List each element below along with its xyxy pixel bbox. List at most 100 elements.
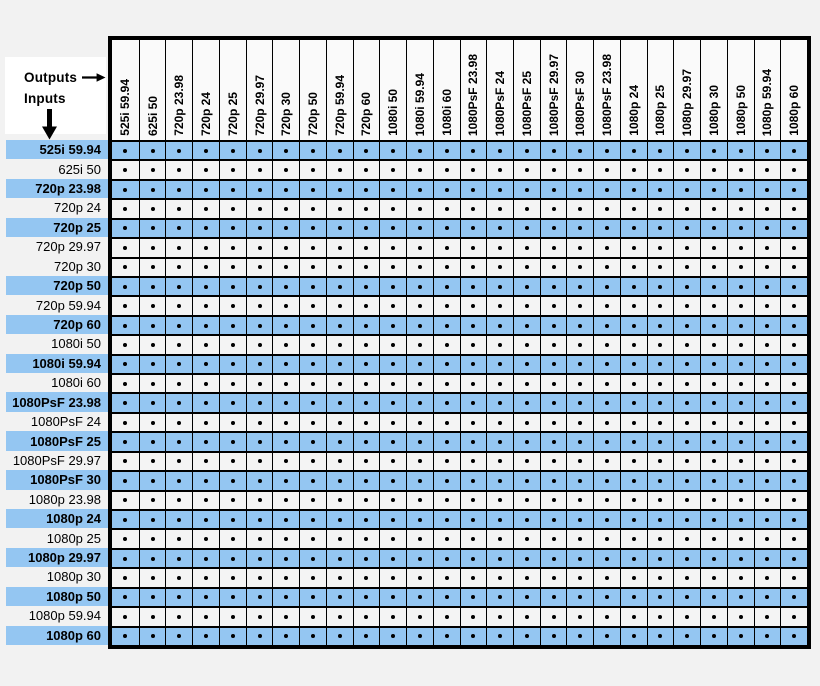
- matrix-cell: [432, 431, 460, 451]
- matrix-cell: [165, 586, 193, 607]
- dot-marker: [364, 440, 369, 445]
- matrix-cell: [593, 606, 620, 626]
- matrix-cell: [700, 295, 727, 315]
- dot-marker: [524, 401, 529, 406]
- dot-marker: [364, 537, 369, 542]
- matrix-cell: [165, 256, 193, 276]
- dot-marker: [605, 614, 609, 619]
- matrix-cell: [138, 625, 166, 645]
- dot-marker: [498, 595, 503, 600]
- dot-marker: [444, 148, 449, 153]
- dot-marker: [605, 595, 609, 600]
- dot-marker: [471, 168, 476, 173]
- dot-marker: [257, 284, 262, 289]
- matrix-cell: [753, 256, 781, 276]
- dot-marker: [685, 459, 690, 464]
- matrix-cell: [619, 275, 647, 296]
- matrix-cell: [406, 217, 433, 238]
- matrix-cell: [192, 489, 219, 510]
- matrix-cell: [539, 275, 567, 296]
- matrix-cell: [299, 489, 326, 510]
- dot-marker: [444, 517, 449, 522]
- matrix-cell: [486, 547, 513, 568]
- matrix-cell: [619, 353, 647, 374]
- matrix-cell: [165, 509, 193, 529]
- matrix-cell: [673, 334, 701, 354]
- matrix-cell: [325, 489, 353, 510]
- dot-marker: [551, 187, 556, 192]
- matrix-cell: [112, 489, 139, 510]
- dot-marker: [310, 614, 315, 619]
- matrix-cell: [619, 392, 647, 412]
- dot-marker: [177, 478, 182, 483]
- matrix-cell: [619, 489, 647, 510]
- dot-marker: [711, 478, 716, 483]
- matrix-cell: [432, 547, 460, 568]
- dot-marker: [551, 595, 556, 600]
- dot-marker: [444, 245, 449, 250]
- matrix-cell: [566, 237, 594, 257]
- dot-marker: [204, 187, 209, 192]
- dot-marker: [792, 168, 797, 173]
- dot-marker: [310, 148, 315, 153]
- dot-marker: [765, 498, 770, 503]
- matrix-cell: [272, 140, 300, 160]
- matrix-cell: [619, 586, 647, 607]
- matrix-cell: [459, 392, 487, 412]
- matrix-cell: [459, 334, 487, 354]
- matrix-cell: [325, 411, 353, 432]
- dot-marker: [284, 304, 289, 309]
- dot-marker: [257, 245, 262, 250]
- matrix-cell: [646, 159, 674, 179]
- dot-marker: [257, 381, 262, 386]
- matrix-cell: [272, 373, 300, 393]
- matrix-cell: [218, 606, 246, 626]
- dot-marker: [230, 245, 235, 250]
- matrix-cell: [192, 217, 219, 238]
- matrix-cell: [272, 625, 300, 645]
- matrix-cell: [325, 625, 353, 645]
- matrix-cell: [218, 586, 246, 607]
- matrix-cell: [406, 392, 433, 412]
- dot-marker: [337, 614, 342, 619]
- matrix-cell: [459, 256, 487, 276]
- column-header-label: 720p 25: [225, 91, 240, 136]
- dot-marker: [711, 537, 716, 542]
- dot-marker: [605, 537, 609, 542]
- matrix-cell: [192, 275, 219, 296]
- dot-marker: [177, 226, 182, 231]
- matrix-cell: [432, 567, 460, 587]
- matrix-cell: [726, 489, 754, 510]
- matrix-cell: [700, 567, 727, 587]
- dot-marker: [685, 595, 690, 600]
- dot-marker: [123, 401, 128, 406]
- dot-marker: [765, 245, 770, 250]
- matrix-cell: [112, 606, 139, 626]
- dot-marker: [284, 498, 289, 503]
- dot-marker: [364, 478, 369, 483]
- dot-marker: [605, 459, 609, 464]
- dot-marker: [230, 478, 235, 483]
- matrix-cell: [593, 450, 620, 471]
- matrix-cell: [138, 392, 166, 412]
- dot-marker: [631, 440, 636, 445]
- matrix-cell: [272, 606, 300, 626]
- dot-marker: [605, 362, 609, 367]
- dot-marker: [765, 362, 770, 367]
- row-label: 1080i 60: [51, 375, 101, 391]
- dot-marker: [391, 537, 396, 542]
- matrix-cell: [753, 159, 781, 179]
- column-header: 1080PsF 23.98: [459, 40, 487, 140]
- dot-marker: [364, 517, 369, 522]
- column-header: 625i 50: [138, 40, 166, 140]
- dot-marker: [551, 226, 556, 231]
- dot-marker: [230, 556, 235, 561]
- dot-marker: [391, 304, 396, 309]
- dot-marker: [658, 517, 663, 522]
- dot-marker: [310, 304, 315, 309]
- dot-marker: [765, 226, 770, 231]
- dot-marker: [711, 304, 716, 309]
- matrix-cell: [299, 334, 326, 354]
- dot-marker: [177, 381, 182, 386]
- dot-marker: [150, 401, 155, 406]
